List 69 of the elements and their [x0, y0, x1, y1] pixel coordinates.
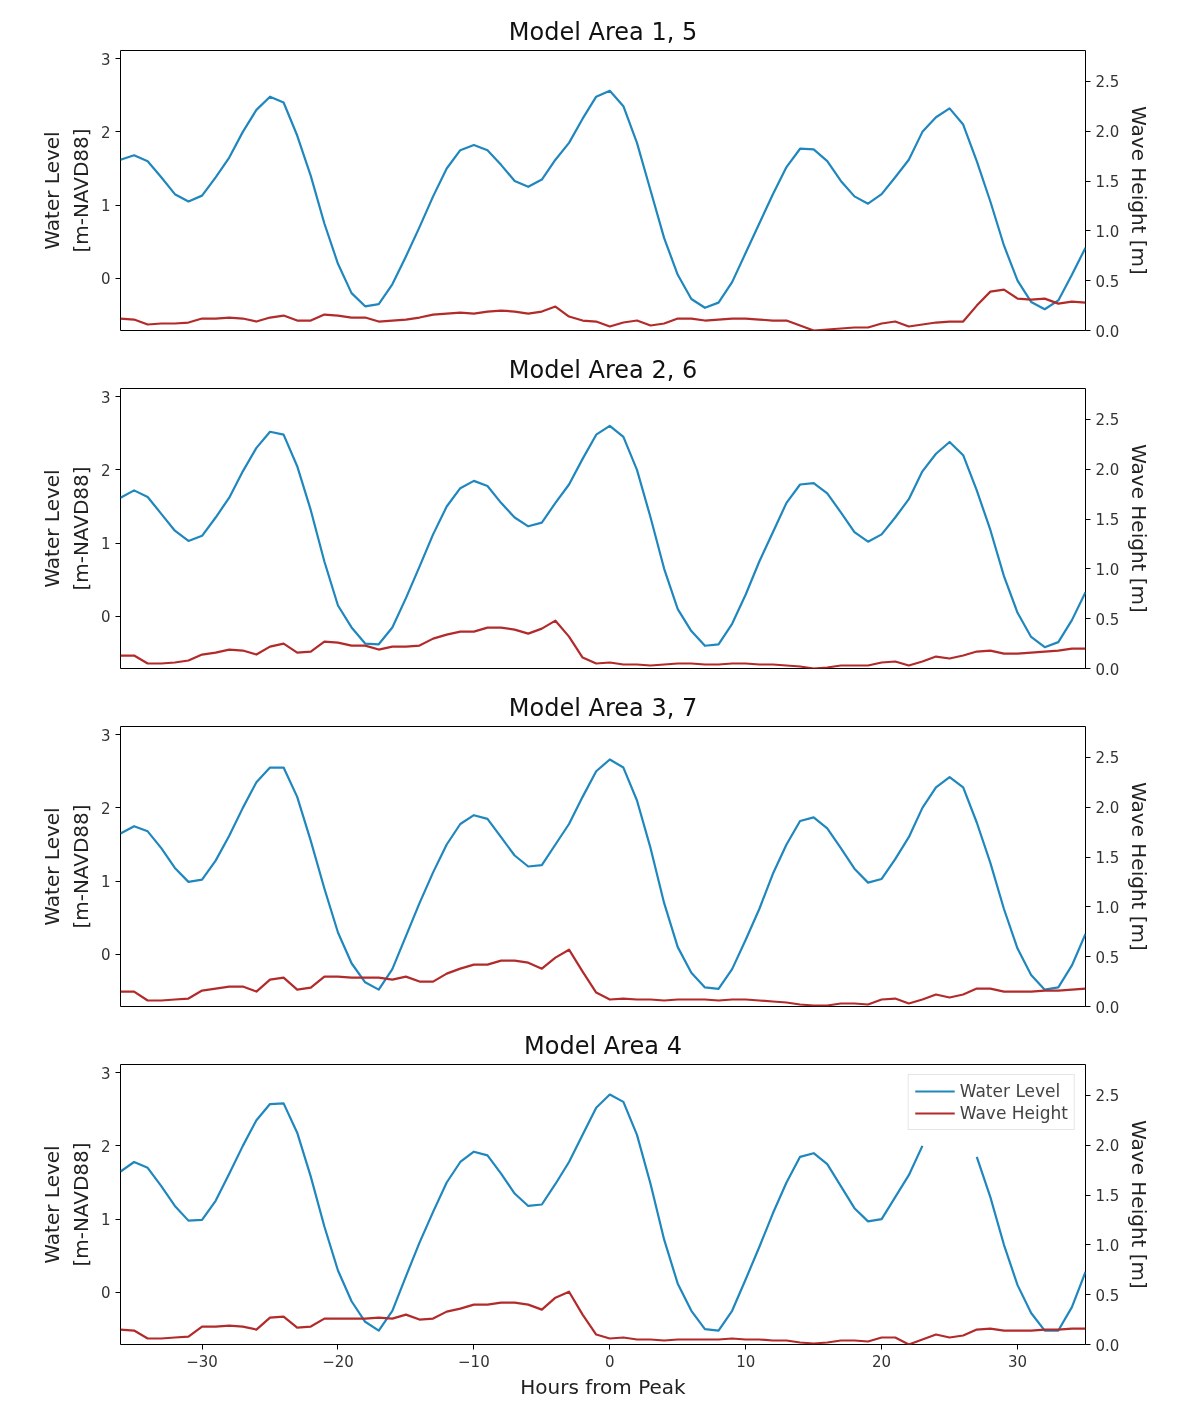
x-tick-label: 30	[1008, 1352, 1028, 1371]
y2-tick-label: 1.0	[1095, 560, 1120, 579]
x-tick-label: 10	[736, 1352, 756, 1371]
x-tick-label: 0	[605, 1352, 615, 1371]
y2-tick-label: 2.0	[1095, 461, 1120, 480]
y2-tick-label: 0.5	[1095, 1286, 1120, 1305]
y2-tick-label: 1.5	[1095, 1187, 1120, 1206]
x-tick-label: −10	[458, 1352, 490, 1371]
y-tick-label: 3	[100, 388, 111, 407]
chart-title: Model Area 1, 5	[508, 17, 698, 46]
y-tick-label: 1	[100, 535, 111, 554]
y-tick-label: 2	[100, 799, 111, 818]
y-tick-label: 3	[100, 1064, 111, 1083]
y2-tick-label: 1.5	[1095, 511, 1120, 530]
y2-axis-title: Wave Height [m]	[1127, 106, 1152, 275]
y-tick-label: 1	[100, 873, 111, 892]
y-tick-label: 3	[100, 50, 111, 69]
y2-tick-label: 2.5	[1095, 749, 1120, 768]
y-tick-label: 0	[100, 608, 111, 627]
y2-tick-label: 1.0	[1095, 1236, 1120, 1255]
y2-tick-label: 0.5	[1095, 948, 1120, 967]
x-axis-title: Hours from Peak	[520, 1374, 687, 1399]
line-series	[120, 948, 1086, 1007]
y2-axis-title: Wave Height [m]	[1127, 444, 1152, 613]
y2-tick-label: 2.5	[1095, 411, 1120, 430]
y-tick-label: 0	[100, 946, 111, 965]
y2-tick-label: 2.5	[1095, 1087, 1120, 1106]
y2-tick-label: 0.0	[1095, 1336, 1120, 1355]
y2-tick-label: 0.0	[1095, 322, 1120, 341]
line-series	[120, 619, 1086, 669]
y2-tick-label: 0.5	[1095, 272, 1120, 291]
y2-tick-label: 2.0	[1095, 799, 1120, 818]
x-tick-label: −30	[186, 1352, 218, 1371]
y2-tick-label: 0.0	[1095, 998, 1120, 1017]
chart-title: Model Area 3, 7	[508, 693, 698, 722]
y-tick-label: 2	[100, 123, 111, 142]
y-axis-title: Water Level [m-NAVD88]	[40, 466, 93, 591]
legend-label: Wave Height	[959, 1103, 1068, 1123]
y-axis-title: Water Level [m-NAVD88]	[40, 128, 93, 253]
y2-tick-label: 2.0	[1095, 1137, 1120, 1156]
y-tick-label: 2	[100, 1137, 111, 1156]
y2-tick-label: 2.5	[1095, 73, 1120, 92]
y2-tick-label: 1.5	[1095, 173, 1120, 192]
y-tick-label: 0	[100, 1284, 111, 1303]
legend-label: Water Level	[959, 1081, 1061, 1101]
y2-tick-label: 1.5	[1095, 849, 1120, 868]
y2-tick-label: 2.0	[1095, 123, 1120, 142]
x-tick-label: −20	[322, 1352, 354, 1371]
chart-title: Model Area 4	[524, 1031, 682, 1060]
line-series	[120, 89, 1086, 311]
y2-axis-title: Wave Height [m]	[1127, 1120, 1152, 1289]
y-tick-label: 1	[100, 1211, 111, 1230]
x-tick-label: 20	[872, 1352, 892, 1371]
y2-tick-label: 0.5	[1095, 610, 1120, 629]
y2-tick-label: 1.0	[1095, 898, 1120, 917]
chart-title: Model Area 2, 6	[508, 355, 698, 384]
y-tick-label: 2	[100, 461, 111, 480]
y-tick-label: 0	[100, 270, 111, 289]
y-tick-label: 3	[100, 726, 111, 745]
line-series	[120, 288, 1086, 331]
y2-tick-label: 0.0	[1095, 660, 1120, 679]
y2-tick-label: 1.0	[1095, 222, 1120, 241]
y-tick-label: 1	[100, 197, 111, 216]
line-series	[120, 758, 1086, 991]
y-axis-title: Water Level [m-NAVD88]	[40, 804, 93, 929]
y2-axis-title: Wave Height [m]	[1127, 782, 1152, 951]
line-series	[120, 424, 1086, 649]
y-axis-title: Water Level [m-NAVD88]	[40, 1142, 93, 1267]
line-series	[120, 1290, 1086, 1345]
